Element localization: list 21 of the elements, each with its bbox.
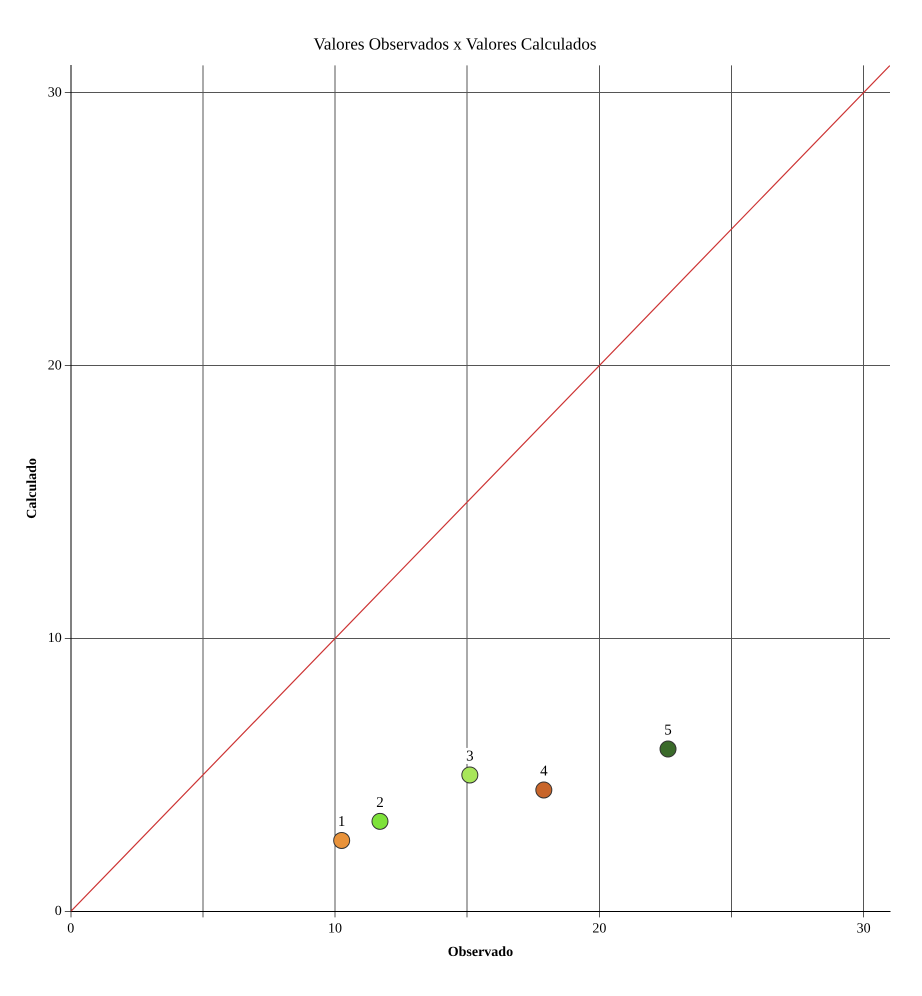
y-tick-label: 10 (48, 631, 62, 646)
point (535, 781, 552, 798)
point (333, 832, 350, 849)
annotation: 3 (466, 748, 474, 764)
y-tick-label: 0 (54, 904, 62, 920)
annotation: 2 (376, 794, 384, 811)
x-tick-label: 20 (592, 921, 606, 936)
x-tick-label: 0 (67, 921, 74, 936)
y-tick-label: 20 (48, 358, 62, 374)
annotation: 1 (338, 814, 346, 830)
x-tick-label: 30 (856, 921, 871, 936)
x-tick-label: 10 (328, 921, 342, 936)
point (660, 740, 677, 758)
chart-title: Valores Observados x Valores Calculados (314, 34, 596, 54)
point (371, 812, 388, 830)
annotation: 4 (540, 763, 548, 780)
y-tick-label: 30 (48, 85, 62, 100)
x-axis-title: Observado (448, 945, 514, 960)
point (461, 766, 478, 784)
annotation: 5 (664, 722, 672, 738)
y-axis-title: Calculado (25, 458, 40, 519)
